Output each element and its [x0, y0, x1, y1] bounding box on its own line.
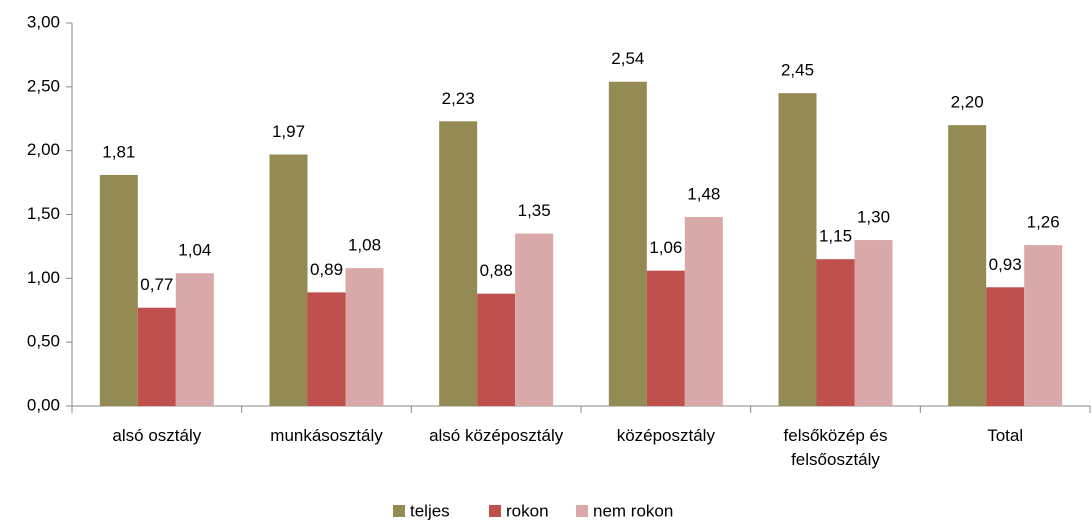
data-label: 1,97: [272, 122, 305, 141]
data-label: 0,88: [480, 261, 513, 280]
bar: [608, 81, 647, 406]
data-label: 1,48: [687, 185, 720, 204]
bar: [99, 174, 138, 406]
legend-swatch: [489, 505, 501, 517]
y-tick-label: 2,50: [27, 76, 60, 95]
legend-label: rokon: [506, 501, 549, 520]
legend-swatch: [393, 505, 405, 517]
bar: [1024, 245, 1063, 406]
bar: [137, 307, 176, 406]
bar: [345, 268, 384, 406]
bar: [477, 293, 516, 406]
x-tick-label: középosztály: [616, 426, 715, 445]
bar: [175, 273, 214, 406]
data-label: 0,93: [989, 255, 1022, 274]
legend-swatch: [576, 505, 588, 517]
y-tick-label: 0,00: [27, 395, 60, 414]
bar: [269, 154, 308, 406]
data-label: 1,26: [1027, 213, 1060, 232]
bar: [307, 292, 346, 406]
y-tick-label: 3,00: [27, 12, 60, 31]
data-label: 1,08: [348, 236, 381, 255]
data-label: 2,20: [951, 93, 984, 112]
bar: [778, 93, 817, 406]
data-label: 0,77: [140, 275, 173, 294]
y-tick-label: 0,50: [27, 332, 60, 351]
bar: [854, 240, 893, 406]
bar: [948, 125, 987, 406]
bar: [684, 217, 723, 406]
data-label: 1,04: [178, 241, 211, 260]
data-label: 2,54: [611, 49, 644, 68]
x-tick-label: munkásosztály: [270, 426, 383, 445]
bar: [816, 259, 855, 406]
data-label: 1,35: [518, 201, 551, 220]
data-label: 2,45: [781, 61, 814, 80]
bar: [986, 287, 1025, 406]
y-tick-label: 1,50: [27, 204, 60, 223]
y-tick-label: 1,00: [27, 268, 60, 287]
legend-label: teljes: [410, 501, 450, 520]
x-tick-label: alsó középosztály: [429, 426, 564, 445]
y-tick-label: 2,00: [27, 140, 60, 159]
x-tick-label: felsőközép és felsőosztály: [783, 426, 888, 469]
bar: [515, 233, 554, 406]
legend-label: nem rokon: [593, 501, 673, 520]
data-label: 1,06: [649, 238, 682, 257]
data-label: 1,30: [857, 208, 890, 227]
bar: [646, 270, 685, 406]
data-label: 1,15: [819, 227, 852, 246]
x-tick-label: alsó osztály: [112, 426, 202, 445]
x-tick-label: Total: [987, 426, 1024, 445]
bar: [439, 121, 478, 406]
data-label: 2,23: [442, 89, 475, 108]
data-label: 1,81: [102, 142, 135, 161]
data-label: 0,89: [310, 260, 343, 279]
